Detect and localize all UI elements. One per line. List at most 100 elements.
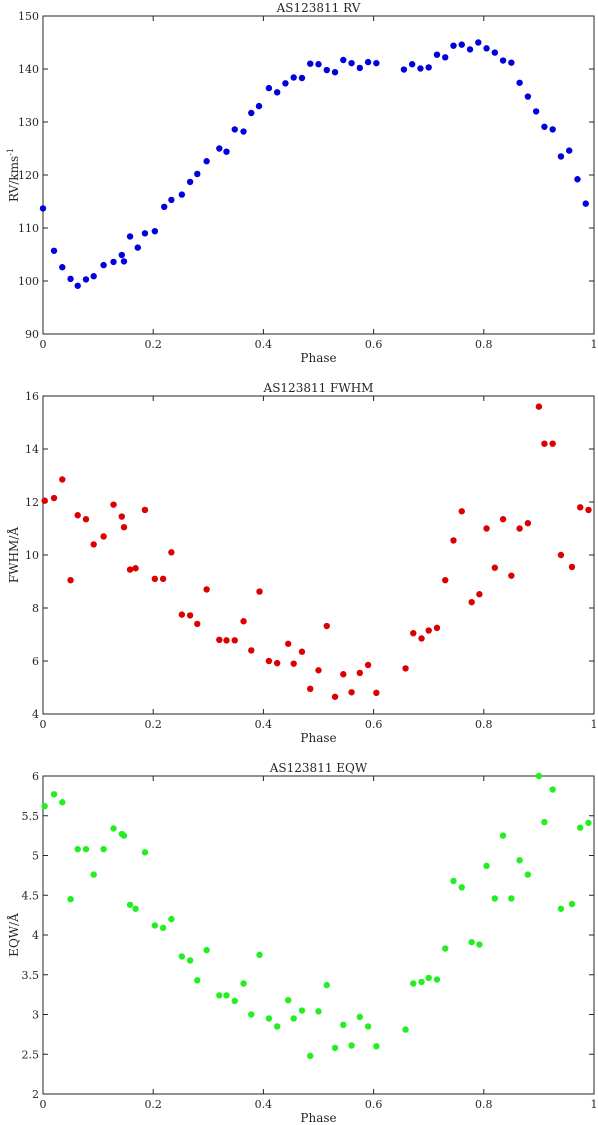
data-point [203,586,210,593]
data-point [151,227,159,235]
data-point [256,588,263,595]
data-point [402,665,409,672]
data-point [159,924,167,932]
data-point [74,845,81,853]
data-point [425,627,432,634]
data-point [290,74,297,81]
data-point [178,611,186,618]
data-point [126,233,134,240]
data-point [585,506,592,514]
data-point [340,1021,347,1029]
x-tick-label: 0.4 [255,338,273,351]
x-tick-label: 0.2 [144,338,162,351]
y-tick-label: 14 [25,443,39,456]
data-point [231,126,238,133]
data-point [298,1007,306,1014]
data-point [468,938,475,946]
data-point [282,80,289,87]
data-point [290,1015,297,1022]
data-point [50,791,58,798]
data-point [535,403,543,410]
y-tick-label: 3.5 [22,969,40,982]
data-point [41,803,48,810]
y-tick-label: 2 [32,1088,39,1101]
data-point [557,551,565,559]
data-point [442,576,449,584]
data-point [307,685,314,693]
data-point [231,997,238,1005]
data-point [273,659,281,667]
data-point [307,1052,314,1060]
data-point [364,58,372,66]
data-point [82,516,90,523]
data-point [100,533,107,540]
data-point [476,941,483,948]
y-tick-label: 2.5 [22,1048,40,1061]
data-point [499,832,507,839]
x-tick-label: 0 [40,338,47,351]
data-point [331,1044,339,1052]
data-point [203,158,210,165]
data-point [541,818,548,826]
data-point [59,799,66,806]
data-point [577,504,584,511]
data-point [340,56,347,64]
data-point [132,565,139,572]
data-point [67,576,74,584]
data-point [516,857,523,864]
data-point [400,66,408,73]
data-point [74,512,81,519]
data-point [273,89,281,96]
y-axis-label-superscript: -1 [6,148,15,156]
y-tick-label: 120 [18,169,39,182]
data-point [186,178,194,186]
data-point [491,564,499,571]
data-point [566,147,573,154]
x-tick-label: 0.2 [144,718,162,731]
y-tick-label: 5.5 [22,810,40,823]
data-point [418,635,425,642]
x-tick-label: 0.4 [255,1098,273,1111]
data-point [90,273,97,280]
chart-title: AS123811 RV [276,1,361,15]
x-axis-label: Phase [300,731,336,745]
data-point [410,980,417,987]
y-tick-label: 4 [32,708,39,721]
data-point [110,501,117,508]
x-axis-label: Phase [300,1111,336,1125]
y-axis-label: EQW/Å [6,913,21,957]
data-point [433,624,441,632]
data-point [535,772,543,780]
data-point [577,824,584,831]
data-point [203,946,210,954]
data-point [468,598,475,606]
data-point [298,74,306,82]
data-point [178,191,186,198]
data-point [582,200,589,207]
data-point [450,877,457,885]
data-point [90,871,97,878]
data-point [168,915,175,923]
data-point [476,591,483,598]
data-point [475,39,482,46]
data-point [557,153,565,160]
data-point [483,45,490,52]
chart-title: AS123811 EQW [269,761,368,775]
data-point [323,981,330,989]
data-point [216,636,223,643]
x-tick-label: 0.8 [475,718,493,731]
y-axis-label: RV/kms-1 [6,148,21,202]
data-point [541,440,548,447]
data-point [41,497,48,504]
y-tick-label: 10 [25,549,39,562]
x-tick-label: 0.6 [365,718,383,731]
data-point [433,51,441,58]
data-point [82,845,90,853]
data-point [585,819,592,827]
y-tick-label: 150 [18,10,39,23]
data-point [331,693,339,700]
y-tick-label: 4.5 [22,889,40,902]
data-point [541,123,548,130]
